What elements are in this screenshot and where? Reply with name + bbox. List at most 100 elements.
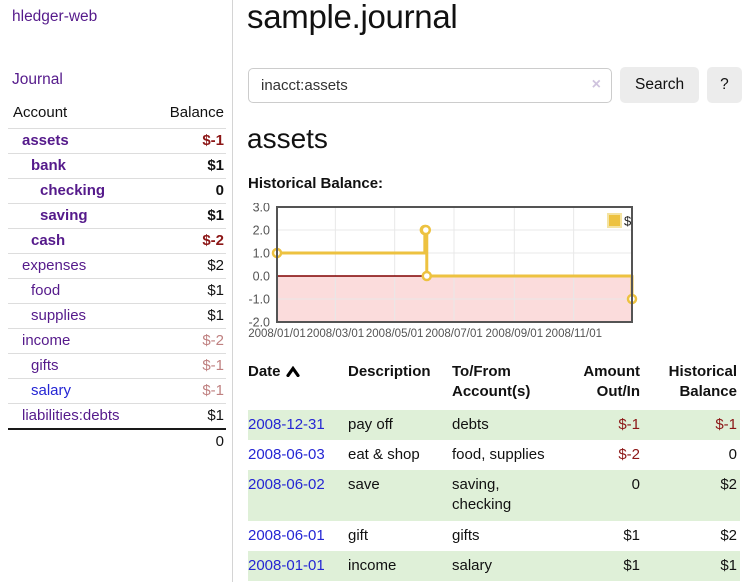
txn-amount: $1 [623, 556, 640, 574]
account-cell: cash [8, 228, 150, 254]
txn-date: 2008-12-31 [248, 410, 348, 440]
account-row: cash $-2 [8, 228, 226, 254]
svg-text:1.0: 1.0 [253, 247, 270, 261]
sort-ascending-icon [285, 365, 300, 378]
txn-header-amount: Amount Out/In [583, 363, 640, 401]
txn-accounts: salary [452, 556, 493, 574]
txn-description: pay off [348, 415, 393, 433]
account-balance: $2 [149, 253, 226, 279]
svg-text:2008/03/01: 2008/03/01 [307, 328, 365, 340]
account-heading: assets [247, 123, 328, 154]
txn-date: 2008-06-02 [248, 470, 348, 521]
txn-accounts: debts [452, 415, 489, 433]
txn-balance: $2 [720, 476, 737, 493]
accounts-total-value: 0 [149, 428, 226, 454]
account-row: supplies $1 [8, 303, 226, 329]
transaction-row[interactable]: 2008-06-03 eat & shop food, supplies $-2 0 [248, 440, 740, 470]
account-row: income $-2 [8, 328, 226, 354]
txn-balance: 0 [728, 445, 737, 463]
account-cell: gifts [8, 353, 150, 379]
account-link[interactable]: food [31, 282, 61, 299]
account-link[interactable]: gifts [31, 357, 59, 374]
account-cell: income [8, 328, 150, 354]
account-balance: $1 [149, 203, 226, 229]
account-link[interactable]: bank [31, 157, 67, 174]
transaction-row[interactable]: 2008-06-01 gift gifts $1 $2 [248, 521, 740, 551]
account-balance: $-2 [149, 328, 226, 354]
txn-balance: $-1 [715, 415, 737, 433]
txn-date-link[interactable]: 2008-06-01 [248, 526, 325, 544]
accounts-header-account: Account [13, 104, 68, 121]
svg-text:$: $ [624, 214, 632, 229]
transactions-table: Date Description To/From Account(s) Amou… [248, 358, 740, 581]
txn-header-date[interactable]: Date [248, 358, 348, 410]
txn-balance: $1 [720, 556, 737, 574]
account-balance: $-2 [149, 228, 226, 254]
txn-amount: $-2 [618, 445, 640, 463]
search-help-button[interactable]: ? [707, 67, 742, 103]
txn-amount: $1 [623, 526, 640, 544]
txn-accounts: food, supplies [452, 445, 545, 463]
account-cell: food [8, 278, 150, 304]
account-cell: assets [8, 128, 150, 154]
txn-header-description: Description [348, 363, 431, 380]
sidebar: hledger-web Journal Account Balance asse… [0, 0, 233, 582]
svg-text:2008/05/01: 2008/05/01 [366, 328, 424, 340]
account-row: expenses $2 [8, 253, 226, 279]
account-cell: salary [8, 378, 150, 404]
search-input-wrap: × [248, 67, 612, 103]
account-link[interactable]: liabilities:debts [22, 407, 120, 424]
txn-date-link[interactable]: 2008-12-31 [248, 415, 325, 433]
account-link[interactable]: income [22, 332, 71, 349]
chart-title: Historical Balance: [248, 175, 384, 192]
txn-description: income [348, 556, 397, 574]
accounts-header-balance: Balance [169, 104, 224, 121]
txn-date-link[interactable]: 2008-01-01 [248, 556, 325, 574]
txn-header-date-label: Date [248, 363, 281, 380]
accounts-header-row: Account Balance [8, 100, 226, 129]
txn-date-link[interactable]: 2008-06-02 [248, 476, 325, 493]
account-cell: supplies [8, 303, 150, 329]
account-cell: saving [8, 203, 150, 229]
transaction-row[interactable]: 2008-12-31 pay off debts $-1 $-1 [248, 409, 740, 440]
svg-text:-2.0: -2.0 [248, 316, 270, 330]
page-title: sample.journal [247, 0, 458, 35]
account-balance: $-1 [149, 378, 226, 404]
account-link[interactable]: salary [31, 382, 72, 399]
account-balance: 0 [149, 178, 226, 204]
svg-text:2008/07/01: 2008/07/01 [425, 328, 483, 340]
txn-accounts: saving, checking [452, 476, 512, 514]
account-row: food $1 [8, 278, 226, 304]
app-brand-link[interactable]: hledger-web [12, 8, 98, 25]
txn-amount: $-1 [618, 415, 640, 433]
account-link[interactable]: expenses [22, 257, 87, 274]
search-button[interactable]: Search [620, 67, 700, 103]
account-link[interactable]: cash [31, 232, 66, 249]
transaction-row[interactable]: 2008-01-01 income salary $1 $1 [248, 550, 740, 581]
account-row: saving $1 [8, 203, 226, 229]
search-form: × Search ? [248, 67, 742, 103]
svg-text:0.0: 0.0 [253, 270, 270, 284]
search-input[interactable] [248, 67, 612, 103]
svg-text:-1.0: -1.0 [248, 293, 270, 307]
svg-text:2008/11/01: 2008/11/01 [545, 328, 602, 340]
account-balance: $1 [149, 303, 226, 329]
svg-text:3.0: 3.0 [253, 203, 270, 215]
account-link[interactable]: checking [40, 182, 106, 199]
account-balance: $1 [149, 403, 226, 429]
transaction-row[interactable]: 2008-06-02 save saving, checking 0 $2 [248, 470, 740, 521]
account-link[interactable]: supplies [31, 307, 87, 324]
transactions-header-row: Date Description To/From Account(s) Amou… [248, 358, 740, 410]
txn-date-link[interactable]: 2008-06-03 [248, 445, 325, 463]
account-balance: $1 [149, 278, 226, 304]
clear-search-icon[interactable]: × [591, 75, 601, 93]
txn-date: 2008-06-01 [248, 521, 348, 551]
txn-accounts: gifts [452, 526, 480, 544]
account-link[interactable]: saving [40, 207, 88, 224]
account-balance: $-1 [149, 353, 226, 379]
account-link[interactable]: assets [22, 132, 69, 149]
sidebar-item-journal[interactable]: Journal [12, 71, 63, 88]
txn-description: gift [348, 526, 369, 544]
account-row: bank $1 [8, 153, 226, 179]
